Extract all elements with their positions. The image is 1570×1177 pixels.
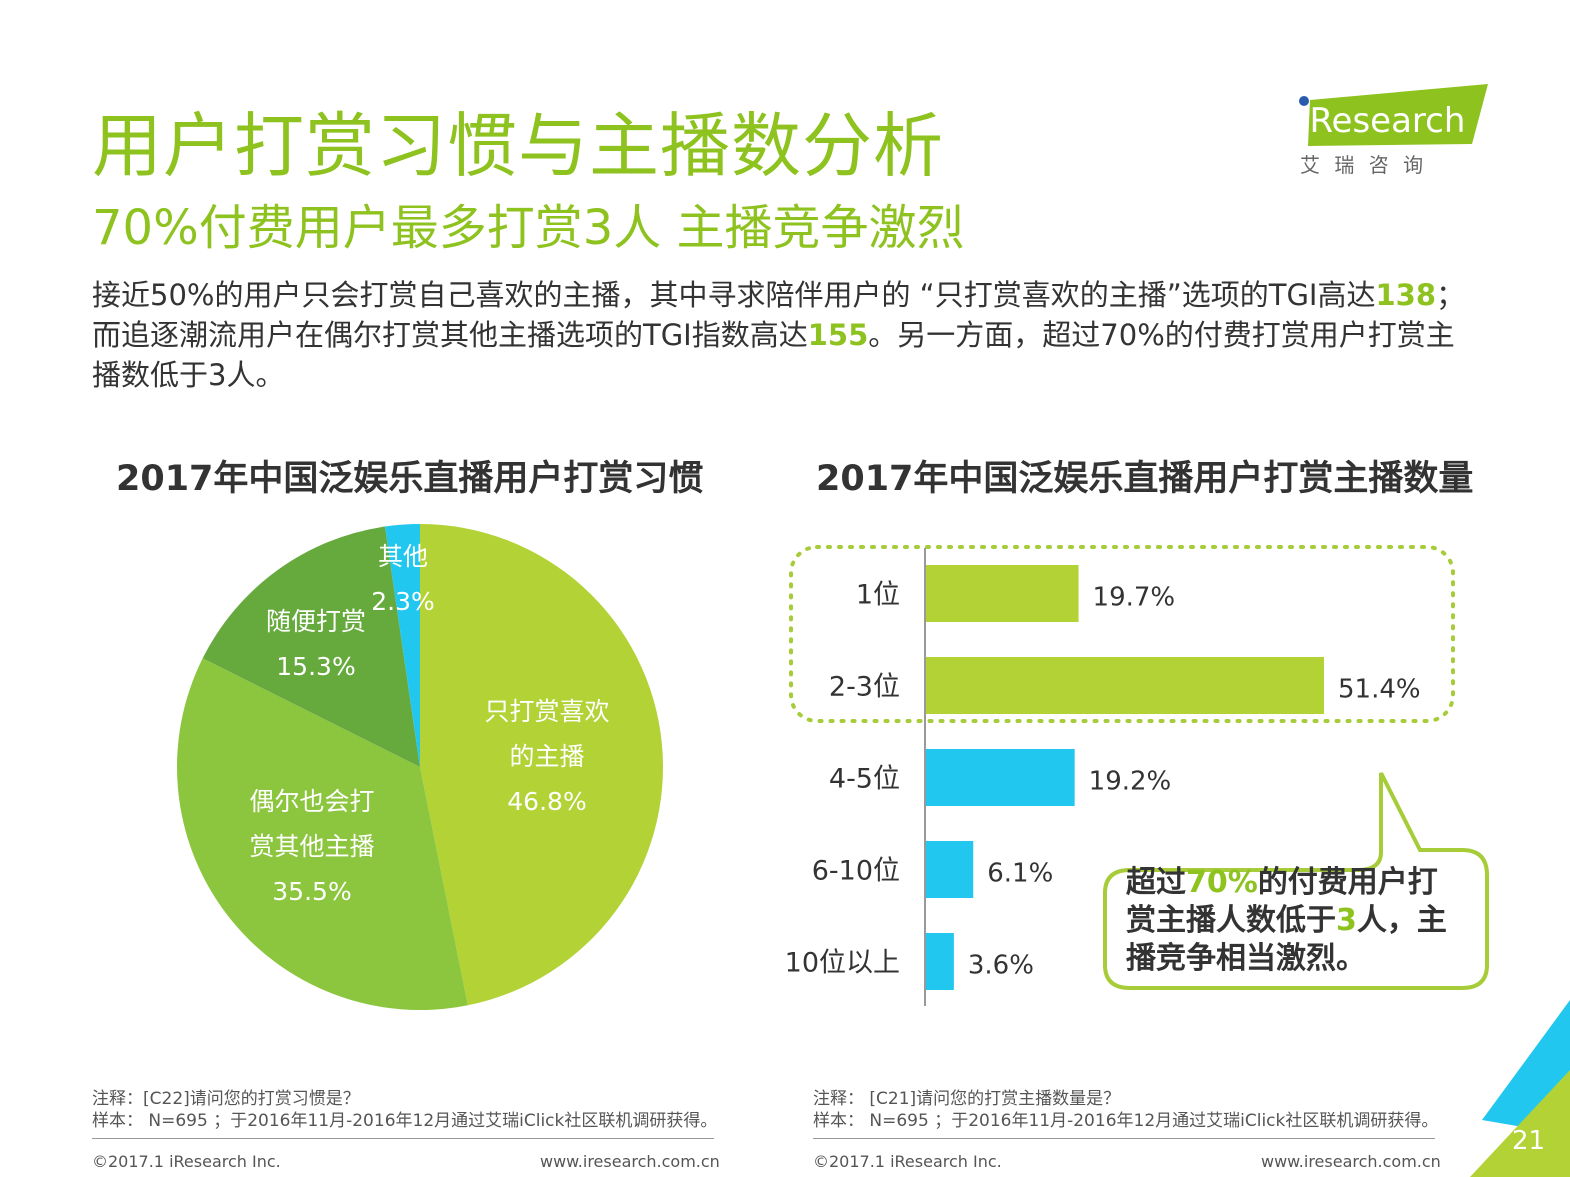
page-title: 用户打赏习惯与主播数分析 (92, 105, 944, 187)
bar-chart-title: 2017年中国泛娱乐直播用户打赏主播数量 (816, 459, 1474, 499)
bar-category-label: 10位以上 (785, 948, 900, 979)
page-subtitle: 70%付费用户最多打赏3人 主播竞争激烈 (92, 200, 965, 256)
pie-slice-value-label: 35.5% (272, 877, 351, 906)
description-text-3: 。另一方面，超过70%的付费打赏用户打赏主播数低于3人。 (92, 318, 1455, 392)
pie-slice-label: 随便打赏 (266, 607, 366, 636)
bar-category-label: 6-10位 (812, 856, 900, 887)
pie-slice (202, 526, 420, 767)
footer-divider-right (813, 1138, 1435, 1139)
pie-slice-label: 的主播 (509, 742, 584, 771)
pie-slice-value-label: 46.8% (507, 787, 586, 816)
pie-slice (177, 658, 468, 1010)
pie-slice-label: 其他 (378, 542, 428, 571)
callout-text: 超过70%的付费用户打 赏主播人数低于3人，主 播竞争相当激烈。 (1126, 865, 1447, 976)
corner-decoration (1470, 1000, 1570, 1177)
bar-value-label: 19.2% (1089, 767, 1172, 797)
bar-category-label: 2-3位 (829, 672, 900, 703)
description-highlight-2: 155 (807, 318, 869, 352)
iresearch-logo: iResearch 艾 瑞 咨 询 (1299, 84, 1488, 177)
footer-url-right: www.iresearch.com.cn (1261, 1152, 1441, 1171)
bar (926, 749, 1075, 806)
right-sample: 样本： N=695 ；于2016年11月-2016年12月通过艾瑞iClick社… (813, 1111, 1439, 1131)
bar-value-label: 3.6% (968, 951, 1034, 981)
page-number: 21 (1512, 1126, 1546, 1156)
logo-text: iResearch (1300, 101, 1465, 141)
pie-slice-label: 赏其他主播 (249, 832, 374, 861)
logo-dot (1299, 96, 1309, 106)
footer-copyright-left: ©2017.1 iResearch Inc. (92, 1152, 281, 1171)
footer-url-left: www.iresearch.com.cn (540, 1152, 720, 1171)
bar-value-label: 51.4% (1338, 675, 1421, 705)
callout-line-2: 赏主播人数低于3人，主 (1126, 903, 1447, 938)
logo-subtext: 艾 瑞 咨 询 (1300, 153, 1427, 177)
bar (926, 841, 974, 898)
bar-category-label: 1位 (856, 580, 900, 611)
bar-chart: 1位 19.7% 2-3位 51.4% 4-5位 19.2% 6-10位 6.1% 10位以上 3… (785, 545, 1489, 1006)
pie-slice-value-label: 2.3% (371, 587, 435, 616)
bar-value-label: 19.7% (1093, 583, 1176, 613)
left-note: 注释：[C22]请问您的打赏习惯是？ (92, 1089, 360, 1109)
logo-banner-shape (1308, 84, 1488, 146)
description-text-2: ；而追逐潮流用户在偶尔打赏其他主播选项的TGI指数高达 (92, 278, 1466, 352)
footer-divider-left (92, 1138, 714, 1139)
bar (926, 657, 1324, 714)
pie-chart-title: 2017年中国泛娱乐直播用户打赏习惯 (116, 459, 704, 499)
bar-category-label: 4-5位 (829, 764, 900, 795)
footer-copyright-right: ©2017.1 iResearch Inc. (813, 1152, 1002, 1171)
pie-slice-label: 只打赏喜欢 (484, 697, 609, 726)
bar (926, 565, 1079, 622)
corner-green-shape (1470, 1070, 1570, 1177)
left-sample: 样本： N=695 ；于2016年11月-2016年12月通过艾瑞iClick社… (92, 1111, 718, 1131)
callout-line-1: 超过70%的付费用户打 (1126, 865, 1438, 900)
pie-slice (420, 524, 663, 1006)
bar (926, 933, 954, 990)
pie-slice-value-label: 15.3% (276, 652, 355, 681)
bar-value-label: 6.1% (987, 859, 1053, 889)
right-note: 注释： [C21]请问您的打赏主播数量是？ (813, 1089, 1121, 1109)
callout-bubble (1103, 772, 1489, 990)
description-paragraph: 接近50%的用户只会打赏自己喜欢的主播，其中寻求陪伴用户的 “只打赏喜欢的主播”… (92, 275, 1482, 395)
callout-line-3: 播竞争相当激烈。 (1126, 941, 1366, 976)
pie-slice (384, 524, 420, 767)
pie-slice-label: 偶尔也会打 (249, 787, 374, 816)
description-highlight-1: 138 (1375, 278, 1437, 312)
description-text-1: 接近50%的用户只会打赏自己喜欢的主播，其中寻求陪伴用户的 “只打赏喜欢的主播”… (92, 278, 1376, 312)
